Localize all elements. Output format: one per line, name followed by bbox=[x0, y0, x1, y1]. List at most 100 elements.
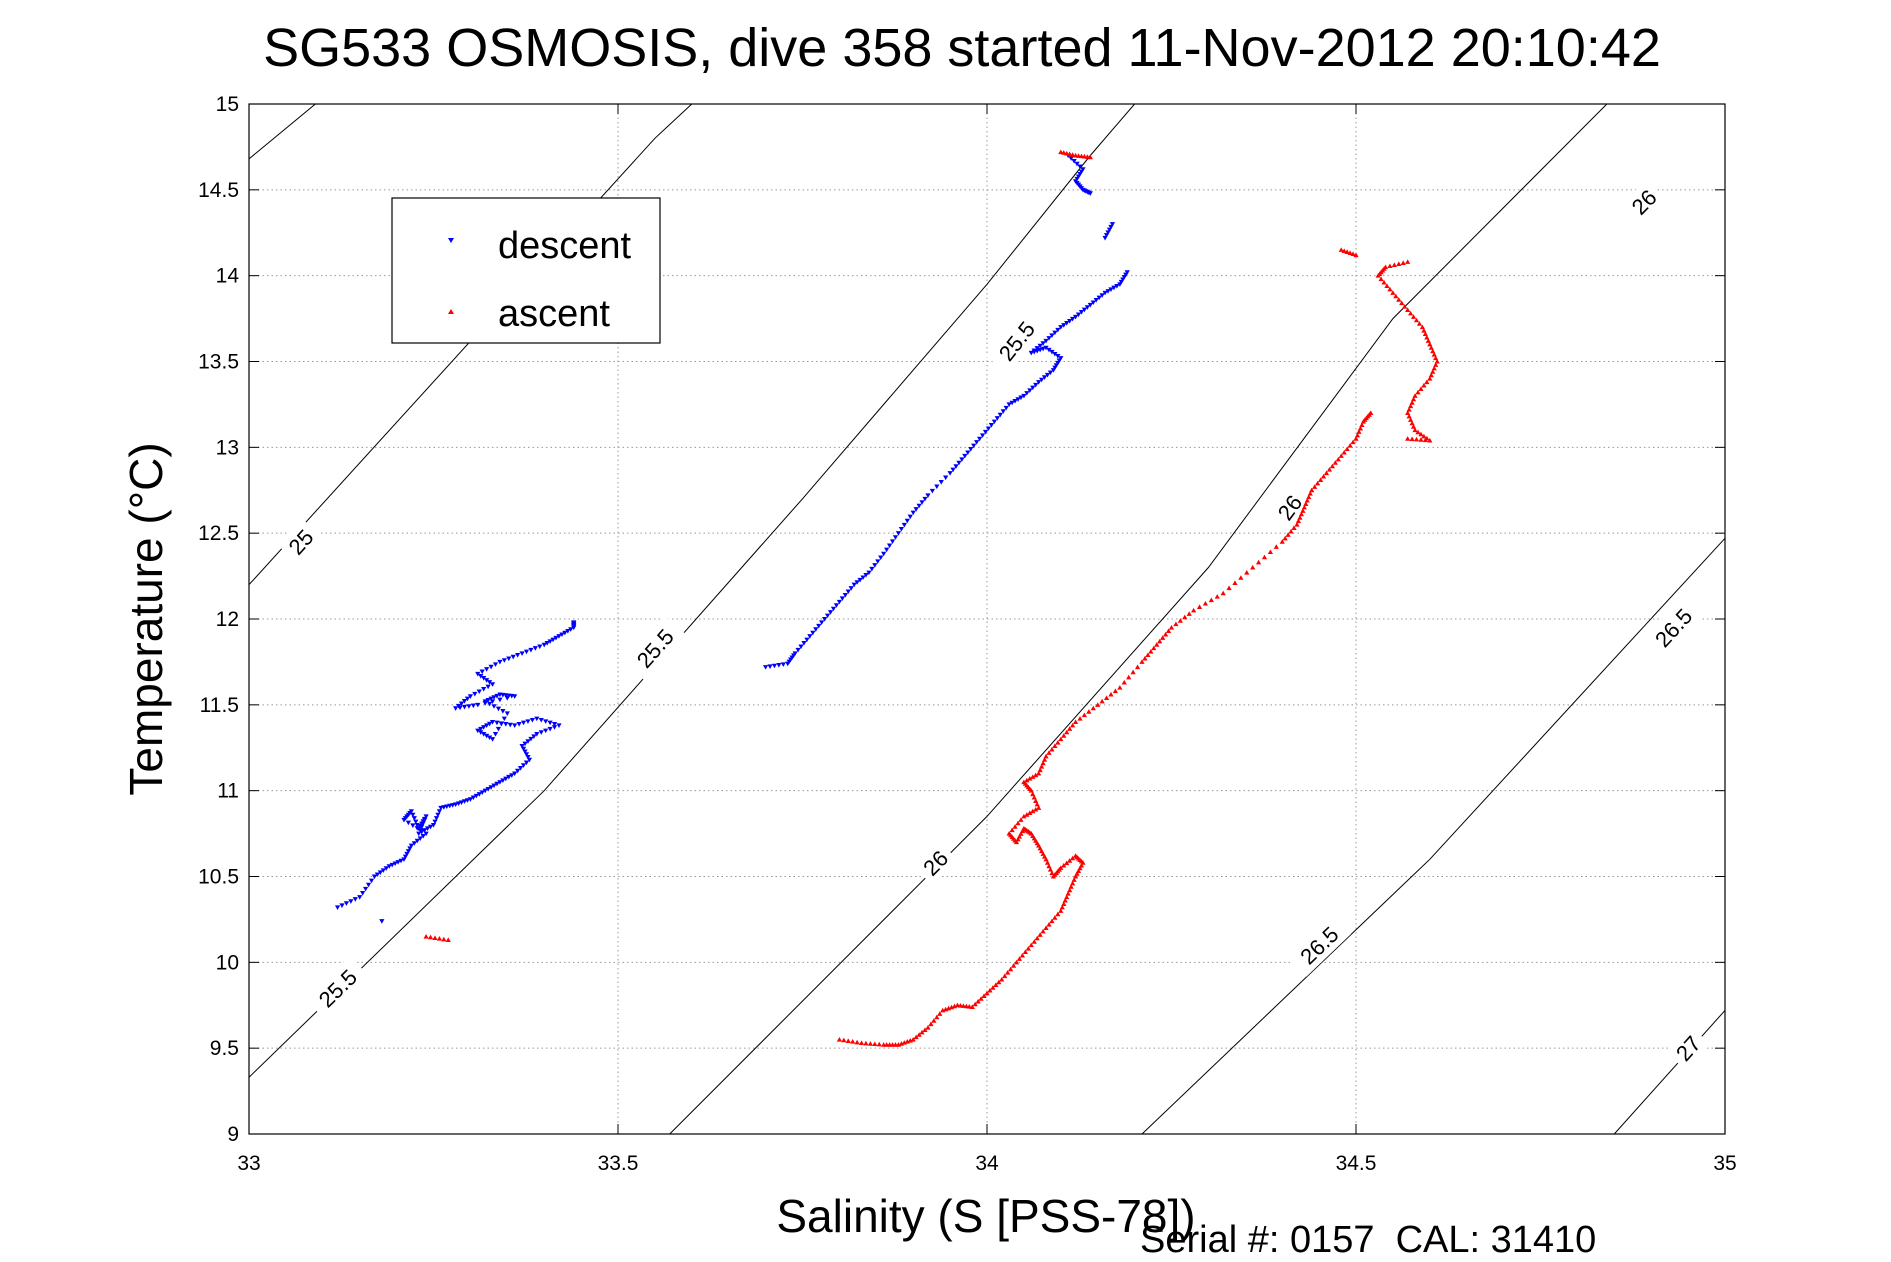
contour-label-background bbox=[1621, 179, 1667, 225]
ascent-point bbox=[1338, 453, 1344, 458]
descent-point bbox=[419, 824, 425, 830]
ascent-point bbox=[1267, 549, 1273, 555]
descent-point bbox=[512, 723, 518, 729]
descent-point bbox=[994, 416, 1000, 421]
descent-point bbox=[484, 723, 490, 729]
descent-point bbox=[562, 630, 568, 636]
ascent-point bbox=[1350, 251, 1356, 257]
ascent-point bbox=[1055, 911, 1061, 917]
ascent-point bbox=[1061, 862, 1067, 868]
descent-point bbox=[965, 450, 971, 456]
descent-point bbox=[804, 637, 810, 643]
ascent-point bbox=[1070, 855, 1076, 861]
descent-point bbox=[504, 711, 510, 717]
descent-point bbox=[486, 721, 493, 727]
descent-point bbox=[432, 819, 438, 825]
ascent-point bbox=[1121, 679, 1127, 685]
descent-point bbox=[424, 826, 431, 832]
descent-point bbox=[392, 861, 398, 867]
ascent-point bbox=[854, 1039, 860, 1045]
descent-point bbox=[383, 866, 389, 871]
ascent-point bbox=[1034, 935, 1040, 941]
ascent-point bbox=[1408, 417, 1414, 422]
descent-point bbox=[464, 798, 471, 803]
ascent-point bbox=[1112, 688, 1119, 694]
ascent-point bbox=[1043, 753, 1049, 759]
ascent-point bbox=[1030, 833, 1036, 838]
descent-point bbox=[1077, 172, 1083, 177]
ascent-point bbox=[1043, 925, 1049, 930]
ascent-point bbox=[1059, 904, 1065, 910]
ascent-point bbox=[1040, 928, 1046, 934]
ascent-point bbox=[1413, 317, 1420, 323]
ascent-point bbox=[1291, 525, 1297, 531]
descent-point bbox=[1077, 164, 1083, 170]
ascent-point bbox=[1021, 813, 1027, 819]
ascent-point bbox=[1130, 669, 1136, 675]
descent-point bbox=[537, 644, 543, 650]
ascent-point bbox=[1062, 897, 1068, 903]
ascent-point bbox=[1046, 863, 1052, 869]
descent-point bbox=[522, 741, 528, 747]
descent-point bbox=[1075, 174, 1082, 180]
descent-point bbox=[523, 649, 530, 655]
descent-point bbox=[529, 717, 535, 723]
y-tick-label: 15 bbox=[216, 93, 239, 116]
descent-point bbox=[1080, 167, 1086, 172]
ascent-point bbox=[1186, 611, 1192, 616]
descent-point bbox=[497, 659, 503, 665]
ascent-point bbox=[1049, 746, 1055, 752]
ascent-point bbox=[1095, 702, 1101, 707]
descent-point bbox=[500, 778, 506, 783]
descent-point bbox=[892, 535, 899, 540]
ascent-point bbox=[1424, 435, 1430, 441]
contour-label-background bbox=[1267, 484, 1312, 531]
ascent-point bbox=[1018, 817, 1024, 822]
ascent-point bbox=[1415, 429, 1421, 435]
ascent-point bbox=[1323, 470, 1330, 476]
descent-point bbox=[334, 905, 341, 910]
ascent-point bbox=[1021, 779, 1027, 785]
descent-point bbox=[889, 539, 896, 545]
ascent-point bbox=[1338, 247, 1344, 252]
descent-point bbox=[988, 423, 995, 428]
ascent-point bbox=[984, 990, 990, 996]
ascent-point bbox=[1075, 868, 1082, 874]
descent-point bbox=[504, 695, 510, 701]
descent-point bbox=[380, 868, 386, 873]
ascent-point bbox=[1329, 463, 1335, 469]
ascent-point bbox=[1350, 439, 1356, 445]
descent-point bbox=[489, 737, 496, 742]
ascent-point bbox=[1157, 638, 1163, 644]
descent-point bbox=[466, 704, 472, 709]
ascent-point bbox=[1214, 594, 1220, 599]
descent-point bbox=[411, 841, 417, 846]
y-tick-label: 9 bbox=[227, 1123, 239, 1146]
ascent-point bbox=[1134, 664, 1141, 670]
ascent-point bbox=[1072, 873, 1079, 879]
ascent-point bbox=[1412, 427, 1418, 433]
ascent-point bbox=[1433, 355, 1439, 361]
ascent-point bbox=[981, 993, 987, 998]
ascent-point bbox=[845, 1038, 851, 1043]
descent-point bbox=[416, 831, 422, 837]
descent-point bbox=[411, 816, 417, 821]
descent-point bbox=[985, 426, 992, 432]
descent-point bbox=[884, 547, 890, 553]
ascent-point bbox=[836, 1036, 842, 1042]
descent-point bbox=[433, 816, 440, 821]
descent-point bbox=[977, 436, 983, 442]
ascent-point bbox=[1052, 743, 1058, 749]
ascent-point bbox=[1028, 942, 1034, 948]
descent-point bbox=[472, 691, 478, 697]
descent-point bbox=[974, 440, 980, 445]
ascent-point bbox=[1050, 873, 1057, 879]
descent-point bbox=[481, 676, 487, 681]
descent-point bbox=[1114, 283, 1120, 289]
ascent-point bbox=[1019, 952, 1026, 958]
ascent-point bbox=[990, 985, 996, 990]
descent-point bbox=[525, 719, 531, 724]
ascent-point bbox=[841, 1037, 847, 1043]
ascent-point bbox=[1434, 358, 1440, 364]
descent-point bbox=[435, 812, 441, 818]
